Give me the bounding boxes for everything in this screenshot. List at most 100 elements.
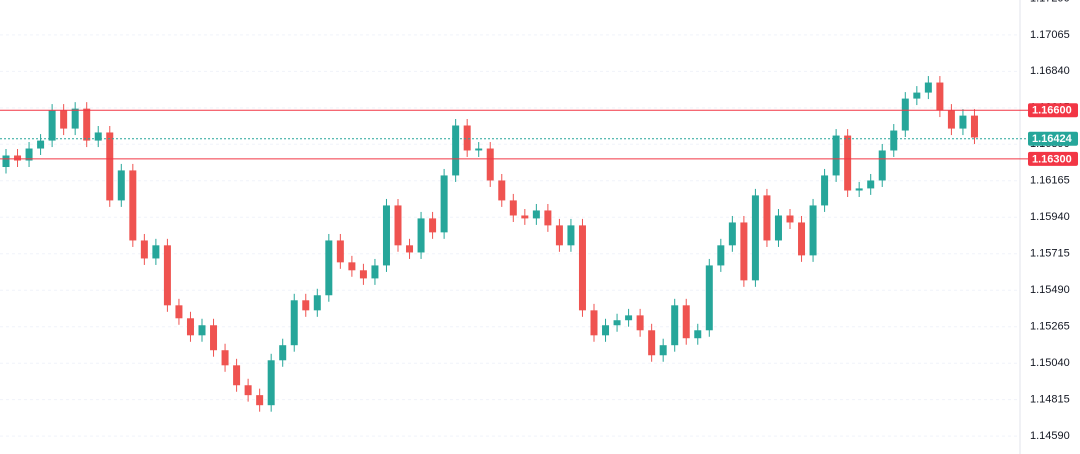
candle-body [233, 365, 241, 386]
candle-body [152, 245, 160, 259]
candle-body [186, 318, 194, 336]
candle-body [198, 325, 206, 336]
candle-body [163, 245, 171, 306]
candle-body [567, 225, 575, 246]
y-tick-label: 1.16840 [1030, 65, 1070, 77]
candle-body [498, 180, 506, 201]
candle-body [348, 262, 356, 271]
candle-body [602, 325, 610, 336]
candle-body [256, 395, 264, 406]
candle-body [325, 240, 333, 296]
candle-body [48, 110, 56, 141]
candle-body [290, 300, 298, 346]
price-level-label: 1.16600 [1032, 105, 1072, 117]
price-level-tag [1028, 151, 1078, 166]
price-level-label: 1.16424 [1032, 133, 1073, 145]
candle-body [867, 180, 875, 189]
candle-body [855, 188, 863, 191]
candle-body [774, 215, 782, 241]
candle-body [890, 130, 898, 151]
y-tick-label: 1.15715 [1030, 248, 1070, 260]
y-tick-label: 1.15940 [1030, 211, 1070, 223]
candle-body [924, 82, 932, 93]
candle-body [878, 150, 886, 181]
y-tick-label: 1.14815 [1030, 394, 1070, 406]
candle-body [417, 218, 425, 253]
candle-body [382, 205, 390, 266]
candle-body [175, 305, 183, 319]
candle-body [763, 195, 771, 241]
candle-body [94, 132, 102, 141]
candle-body [648, 330, 656, 356]
candle-body [279, 345, 287, 361]
candle-body [71, 108, 79, 129]
candle-body [452, 125, 460, 176]
candle-body [359, 270, 367, 279]
y-tick-label: 1.16165 [1030, 175, 1070, 187]
candle-body [694, 330, 702, 339]
candle-body [486, 148, 494, 181]
candle-body [821, 175, 829, 206]
candle-body [302, 300, 310, 311]
candle-body [671, 305, 679, 346]
candle-body [406, 245, 414, 253]
y-tick-label: 1.15490 [1030, 284, 1070, 296]
candle-body [844, 135, 852, 191]
candle-body [129, 170, 137, 241]
y-tick-label: 1.17290 [1030, 0, 1070, 4]
candle-body [913, 92, 921, 99]
candle-body [625, 315, 633, 321]
candle-body [532, 210, 540, 219]
candle-body [221, 350, 229, 366]
candle-body [740, 222, 748, 281]
candle-body [728, 222, 736, 246]
candle-body [394, 205, 402, 246]
candle-body [901, 98, 909, 131]
candle-body [313, 295, 321, 311]
candle-body [210, 325, 218, 351]
y-tick-label: 1.15265 [1030, 321, 1070, 333]
candle-body [244, 385, 252, 396]
y-tick-label: 1.15040 [1030, 357, 1070, 369]
candle-body [555, 225, 563, 246]
candle-body [636, 315, 644, 331]
candle-body [14, 155, 22, 161]
candle-body [970, 115, 978, 138]
candle-body [590, 310, 598, 336]
candle-body [440, 175, 448, 233]
candle-body [959, 115, 967, 129]
candle-body [659, 345, 667, 356]
candle-body [578, 225, 586, 311]
candle-body [60, 110, 68, 129]
candle-body [682, 305, 690, 339]
candle-body [705, 265, 713, 331]
price-level-label: 1.16300 [1032, 153, 1072, 165]
candle-body [267, 360, 275, 406]
candle-body [463, 125, 471, 151]
candle-body [544, 210, 552, 226]
candle-body [613, 320, 621, 326]
candle-body [947, 110, 955, 129]
candle-body [117, 170, 125, 201]
candle-body [106, 132, 114, 201]
y-tick-label: 1.14590 [1030, 430, 1070, 442]
candle-body [429, 218, 437, 233]
candle-body [521, 215, 529, 219]
candle-body [809, 205, 817, 256]
candle-body [936, 82, 944, 111]
candle-body [371, 265, 379, 279]
candle-body [798, 222, 806, 256]
candle-body [336, 240, 344, 263]
price-level-tag [1028, 131, 1078, 146]
y-tick-label: 1.17065 [1030, 29, 1070, 41]
candle-body [717, 245, 725, 266]
candle-body [2, 155, 10, 168]
candle-body [25, 148, 33, 161]
candle-body [832, 135, 840, 176]
candle-body [83, 108, 91, 141]
candle-body [140, 240, 148, 259]
candle-body [786, 215, 794, 223]
candle-body [509, 200, 517, 216]
